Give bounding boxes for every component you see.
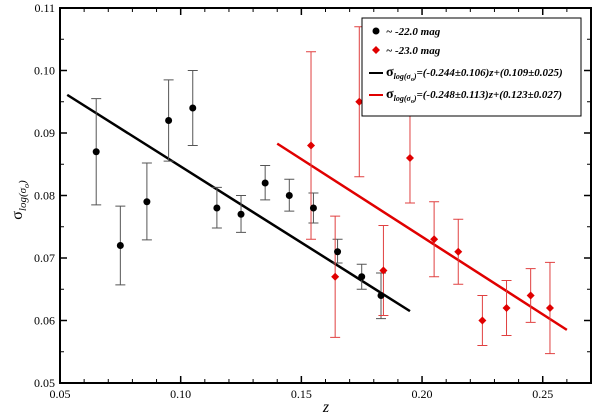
x-tick-label: 0.20 bbox=[412, 387, 433, 401]
data-point-black bbox=[285, 192, 293, 199]
data-point-red bbox=[307, 141, 316, 150]
data-point-black bbox=[309, 204, 317, 212]
svg-text:σlog(σo): σlog(σo) bbox=[9, 180, 31, 220]
legend-marker-red bbox=[372, 46, 380, 54]
x-tick-label: 0.15 bbox=[291, 387, 312, 401]
data-point-black bbox=[92, 148, 100, 156]
legend-marker-black bbox=[372, 27, 380, 35]
legend-label-black: ~ -22.0 mag bbox=[386, 26, 441, 38]
legend-fit-black: σlog(σo)=(-0.244±0.106)z+(0.109±0.025) bbox=[386, 65, 563, 83]
x-tick-label: 0.05 bbox=[50, 387, 71, 401]
y-axis-label-symbol: σ bbox=[9, 211, 26, 220]
y-tick-label: 0.05 bbox=[34, 376, 55, 390]
y-axis-label: σlog(σo) bbox=[9, 180, 31, 220]
data-point-red bbox=[405, 154, 414, 162]
data-point-red bbox=[526, 291, 535, 300]
fit-line-black bbox=[66, 93, 411, 313]
data-point-black bbox=[213, 204, 221, 212]
y-tick-label: 0.08 bbox=[34, 189, 55, 203]
y-tick-label: 0.11 bbox=[34, 1, 55, 15]
y-tick-label: 0.06 bbox=[34, 314, 55, 328]
x-axis-label: z bbox=[322, 399, 330, 416]
data-point-black bbox=[334, 248, 342, 256]
y-tick-label: 0.10 bbox=[34, 64, 55, 78]
data-point-red bbox=[545, 304, 554, 312]
data-point-red bbox=[331, 272, 340, 281]
x-tick-label: 0.10 bbox=[170, 387, 191, 401]
legend-fit-red: σlog(σo)=(-0.248±0.113)z+(0.123±0.027) bbox=[386, 87, 562, 105]
y-axis-label-sub: log(σ bbox=[17, 187, 29, 211]
y-tick-label: 0.07 bbox=[34, 251, 55, 265]
data-point-red bbox=[502, 304, 511, 312]
data-point-black bbox=[165, 117, 173, 124]
data-point-black bbox=[116, 242, 124, 249]
data-point-black bbox=[189, 104, 197, 112]
data-point-red bbox=[454, 247, 463, 256]
axis-ticks: 0.05 0.10 0.15 0.20 0.25 0.05 0.06 0.07 0.08 0.09… bbox=[34, 1, 591, 401]
data-point-red bbox=[355, 97, 364, 106]
data-point-black bbox=[377, 292, 385, 299]
x-tick-label: 0.25 bbox=[532, 387, 553, 401]
data-points bbox=[92, 97, 554, 325]
data-point-black bbox=[358, 273, 366, 281]
legend-box bbox=[361, 17, 582, 117]
data-point-red bbox=[478, 316, 487, 325]
data-point-black bbox=[261, 179, 269, 187]
legend-label-red: ~ -23.0 mag bbox=[386, 45, 441, 57]
legend: ~ -22.0 mag ~ -23.0 mag σlog(σo)=(-0.244… bbox=[361, 17, 582, 117]
data-point-black bbox=[143, 198, 151, 206]
y-axis-label-sub-close: ) bbox=[17, 180, 29, 185]
y-axis-label-sub-o: o bbox=[22, 184, 31, 188]
fit-line-red bbox=[276, 142, 568, 331]
y-tick-label: 0.09 bbox=[34, 126, 55, 140]
data-point-red bbox=[430, 235, 439, 244]
fit-lines bbox=[66, 93, 568, 331]
data-point-red bbox=[379, 266, 388, 275]
data-point-black bbox=[237, 210, 245, 218]
